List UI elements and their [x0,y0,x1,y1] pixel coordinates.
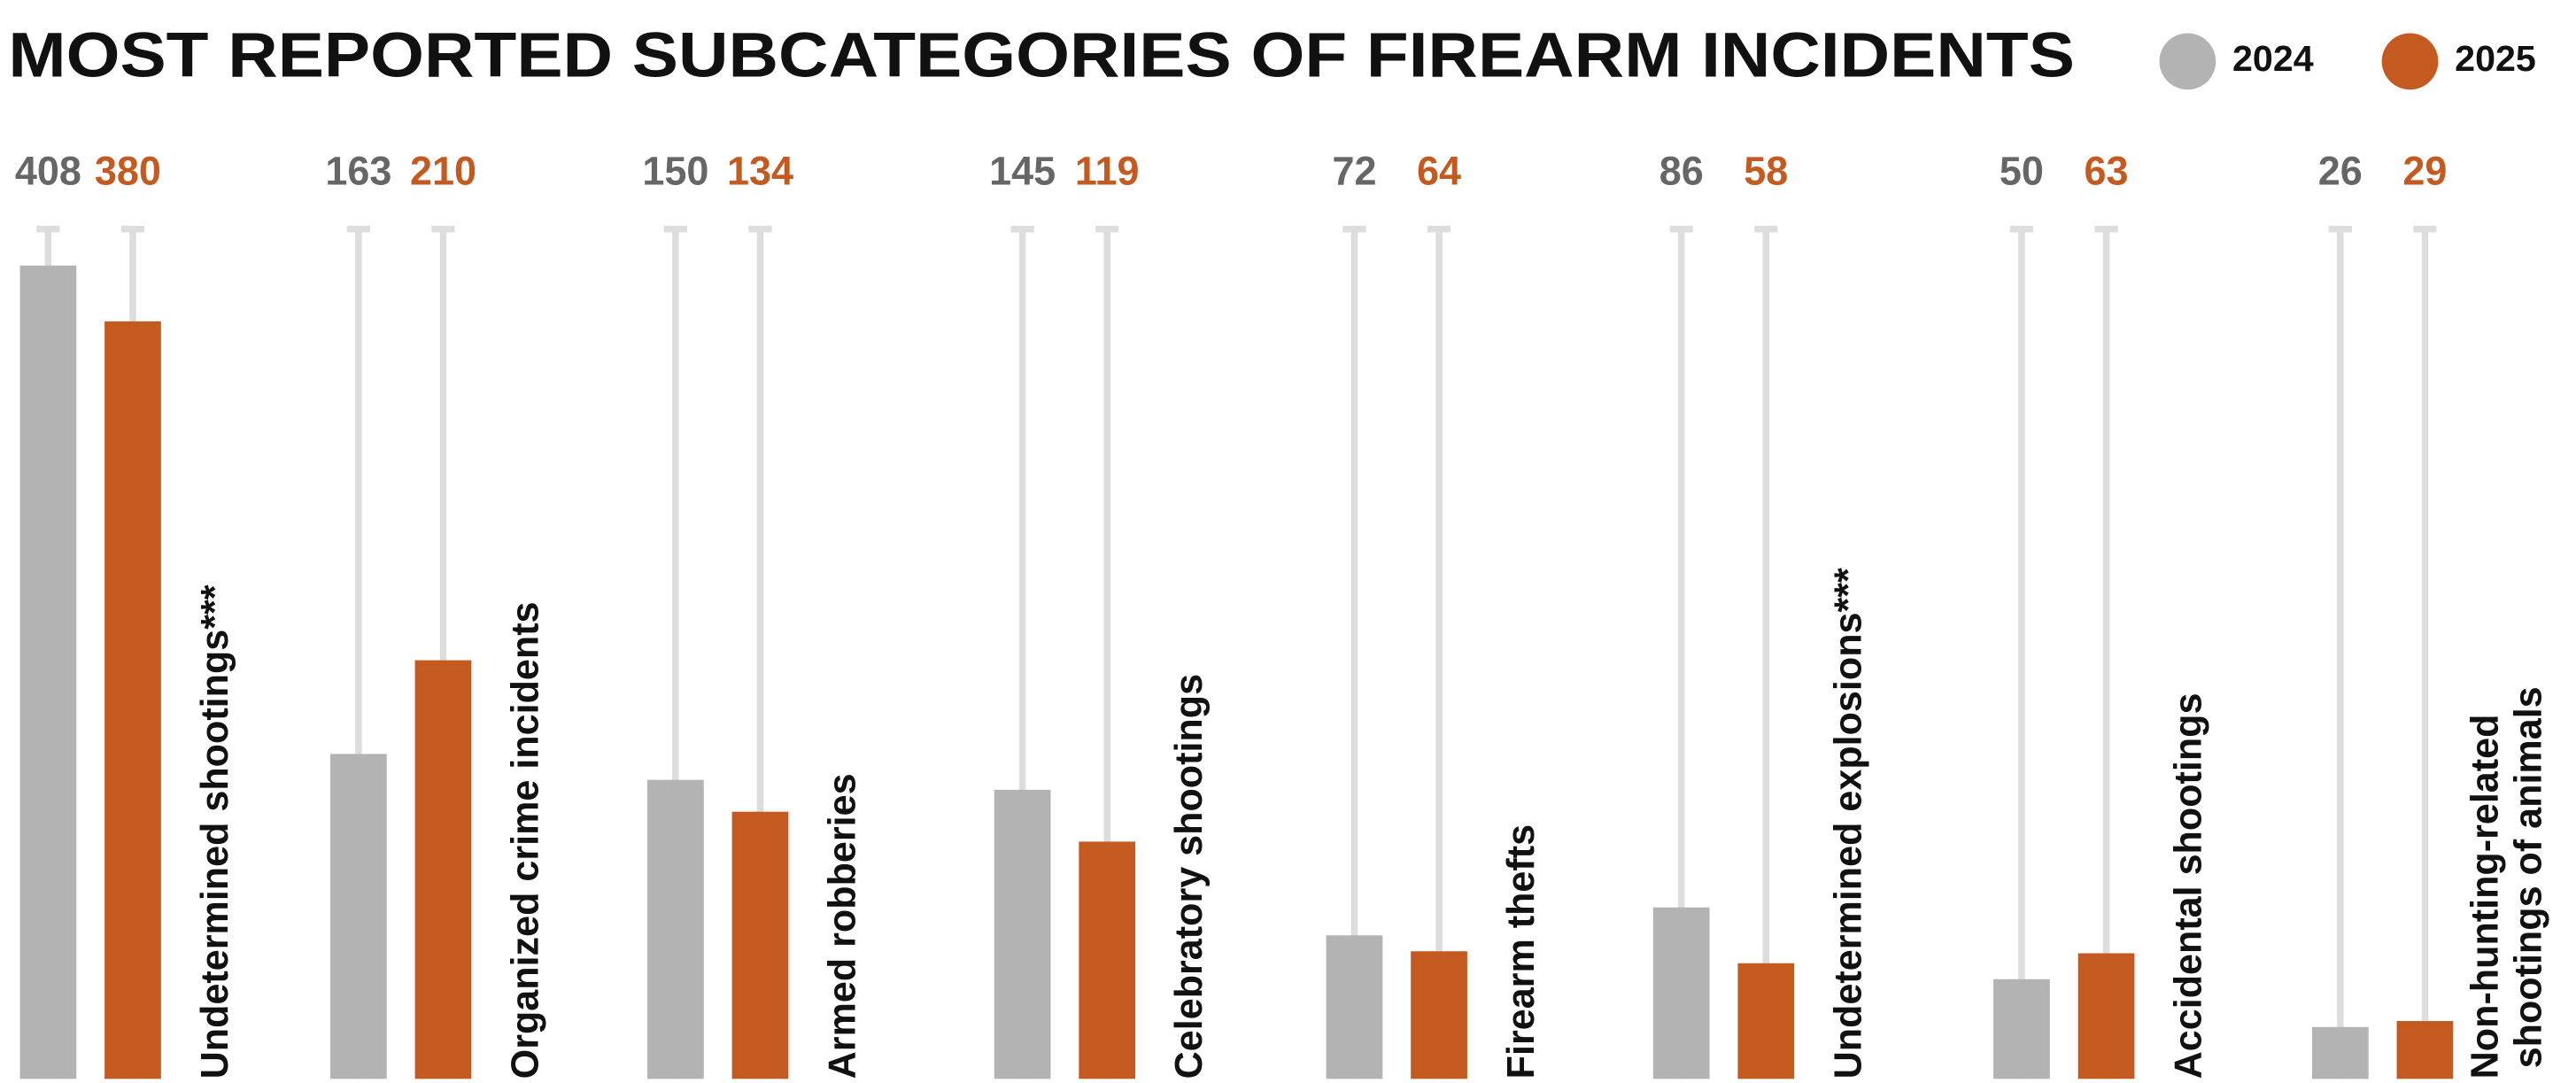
value-label: 380 [95,149,161,194]
bar [1411,951,1467,1079]
value-label: 163 [325,149,391,194]
category-label: Armed robberies [821,773,863,1079]
value-label: 26 [2318,149,2363,194]
category-label: Non-hunting-related shootings of animals [2464,686,2550,1079]
value-label: 150 [642,149,708,194]
bar [994,789,1051,1079]
bar [2311,1026,2369,1079]
chart-title: MOST REPORTED SUBCATEGORIES OF FIREARM I… [8,20,2075,90]
value-label: 64 [1417,149,1461,194]
legend-swatch [2381,33,2439,90]
legend-label: 2025 [2455,38,2536,79]
bar [104,321,161,1079]
value-label: 29 [2402,149,2447,194]
value-label: 86 [1659,149,1704,194]
value-label: 408 [15,149,81,194]
category-label: Firearm thefts [1500,824,1543,1079]
bar [1326,935,1383,1079]
bar [414,660,472,1079]
legend-swatch [2159,33,2216,90]
value-label: 72 [1332,149,1376,194]
value-label: 50 [2000,149,2044,194]
value-label: 145 [989,149,1056,194]
bar [647,779,704,1079]
category-label: Accidental shootings [2168,693,2210,1079]
bar [1652,907,1710,1079]
bar [330,754,387,1079]
category-label: Organized crime incidents [504,601,546,1079]
category-label: Undetermined explosions*** [1827,568,1869,1079]
category-label: Celebratory shootings [1168,674,1211,1079]
category-label: Undetermined shootings*** [194,584,236,1079]
bar [731,811,789,1079]
legend-label: 2024 [2232,38,2314,79]
value-label: 119 [1075,149,1140,194]
value-label: 63 [2085,149,2129,194]
bar [1737,963,1795,1079]
bar [1993,979,2050,1079]
bar [2396,1021,2454,1079]
bar [19,265,77,1079]
bar [2077,953,2135,1079]
bar [1079,841,1136,1079]
value-label: 58 [1744,149,1788,194]
value-label: 134 [727,149,793,194]
value-label: 210 [410,149,476,194]
